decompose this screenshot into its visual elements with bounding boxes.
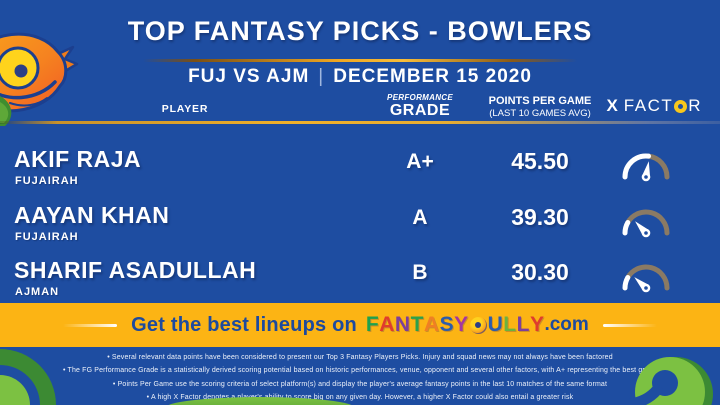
player-team: AJMAN [15, 286, 60, 298]
player-team: FUJAIRAH [15, 231, 79, 243]
points-per-game-label: POINTS PER GAME [488, 95, 592, 107]
banner-domain: .com [544, 314, 589, 335]
brand-letter: F [365, 313, 380, 336]
green-leaf-decoration [0, 96, 12, 126]
banner-text: Get the best lineups on [131, 313, 357, 336]
match-date: DECEMBER 15 2020 [333, 66, 532, 87]
player-name: SHARIF ASADULLAH [14, 257, 257, 283]
player-grade: A+ [406, 150, 434, 173]
banner-dash-left [63, 323, 118, 327]
chameleon-tail-spiral [628, 357, 713, 405]
footnote: • The FG Performance Grade is a statisti… [62, 367, 657, 375]
player-grade: B [412, 261, 428, 284]
xfactor-gauge-icon [622, 264, 670, 293]
brand-letter: Y [529, 313, 545, 336]
subtitle-separator: | [318, 66, 325, 87]
performance-label: PERFORMANCE [387, 93, 453, 102]
xfactor-x: X [606, 96, 618, 115]
brand-letter: U [487, 313, 504, 336]
player-points: 39.30 [511, 204, 569, 230]
brand-letter: A [379, 313, 395, 336]
title-divider [143, 59, 577, 62]
player-points: 45.50 [511, 148, 569, 174]
header-divider [0, 121, 720, 124]
brand-letter: L [503, 313, 517, 336]
column-header-points: POINTS PER GAME (LAST 10 GAMES AVG) [465, 95, 615, 120]
brand-letter: A [423, 313, 440, 336]
chameleon-mascot-icon [0, 32, 79, 113]
column-header-grade: PERFORMANCE GRADE [370, 91, 470, 119]
match-teams: FUJ VS AJM [188, 66, 310, 87]
brand-letter: T [410, 313, 424, 336]
xfactor-fact: FACT [623, 96, 674, 115]
footnote: • A high X Factor denotes a player's abi… [146, 394, 574, 402]
banner-dash-right [602, 323, 657, 327]
disclaimer-notes: • Several relevant data points have been… [0, 351, 720, 405]
brand-letter: Y [454, 313, 469, 336]
footnote: • Several relevant data points have been… [107, 354, 613, 361]
brand-letter: S [439, 313, 455, 336]
player-points: 30.30 [511, 259, 569, 285]
grade-label: GRADE [389, 102, 451, 119]
points-avg-label: (LAST 10 GAMES AVG) [489, 108, 591, 119]
match-subtitle: FUJ VS AJM | DECEMBER 15 2020 [0, 66, 720, 88]
player-name: AAYAN KHAN [14, 202, 170, 228]
page-title: TOP FANTASY PICKS - BOWLERS [127, 16, 593, 46]
player-name: AKIF RAJA [14, 146, 142, 172]
column-header-player: PLAYER [161, 103, 209, 115]
player-grade: A [412, 206, 428, 229]
gully-g-mascot-icon [469, 316, 487, 334]
player-team: FUJAIRAH [15, 175, 79, 187]
xfactor-o-icon [674, 99, 688, 113]
green-corner-arcs [0, 349, 56, 405]
brand-letter: N [394, 313, 411, 336]
footnote: • Points Per Game use the scoring criter… [112, 380, 608, 388]
xfactor-gauge-icon [622, 153, 670, 182]
green-hill-decoration [165, 397, 355, 405]
xfactor-gauge-icon [622, 209, 670, 238]
column-header-xfactor: X FACT R [588, 96, 720, 116]
xfactor-r: R [688, 96, 702, 115]
brand-letter: L [516, 313, 530, 336]
